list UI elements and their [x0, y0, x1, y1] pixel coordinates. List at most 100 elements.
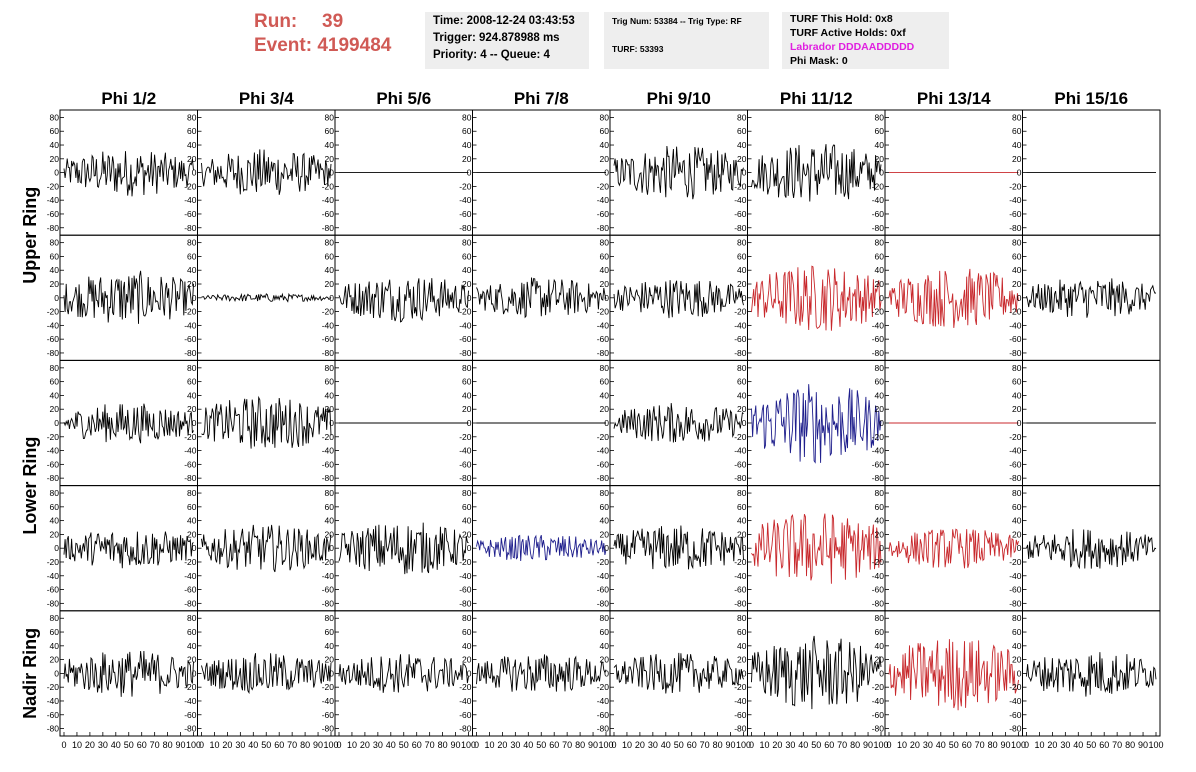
x-tick-label-c6-10: 100 — [873, 740, 888, 750]
y-tick-label-r4c8-5: -20 — [1009, 557, 1022, 567]
y-tick-label-r1c3-2: 40 — [325, 140, 335, 150]
y-tick-label-r3c5-4: 0 — [604, 418, 609, 428]
x-tick-label-c2-6: 60 — [274, 740, 284, 750]
y-tick-label-r2c6-5: -20 — [734, 307, 747, 317]
y-tick-label-r4c8-3: 20 — [1012, 529, 1022, 539]
y-tick-label-r3c7-2: 40 — [875, 390, 885, 400]
x-tick-label-c3-5: 50 — [399, 740, 409, 750]
y-tick-label-r5c1-5: -20 — [47, 682, 60, 692]
y-tick-label-r2c3-1: 60 — [325, 251, 335, 261]
y-tick-label-r1c4-3: 20 — [462, 154, 472, 164]
x-tick-label-c1-6: 60 — [137, 740, 147, 750]
y-tick-label-r3c2-2: 40 — [187, 390, 197, 400]
waveform-r3c5 — [613, 403, 744, 443]
y-tick-label-r3c1-0: 80 — [50, 363, 60, 373]
y-tick-label-r2c8-0: 80 — [1012, 238, 1022, 248]
waveform-r2c5 — [613, 280, 744, 319]
y-tick-label-r5c5-1: 60 — [600, 627, 610, 637]
ring-label-3: Nadir Ring — [20, 628, 40, 719]
y-tick-label-r4c1-5: -20 — [47, 557, 60, 567]
y-tick-label-r1c2-2: 40 — [187, 140, 197, 150]
y-tick-label-r3c8-0: 80 — [1012, 363, 1022, 373]
y-tick-label-r3c8-1: 60 — [1012, 377, 1022, 387]
y-tick-label-r3c7-5: -20 — [872, 432, 885, 442]
y-tick-label-r3c4-3: 20 — [462, 404, 472, 414]
y-tick-label-r3c4-0: 80 — [462, 363, 472, 373]
y-tick-label-r1c1-1: 60 — [50, 126, 60, 136]
x-tick-label-c4-8: 80 — [575, 740, 585, 750]
y-tick-label-r5c8-3: 20 — [1012, 655, 1022, 665]
waveform-r1c5 — [613, 145, 744, 200]
waveform-r4c2 — [201, 524, 332, 573]
y-tick-label-r5c8-6: -40 — [1009, 696, 1022, 706]
x-tick-label-c3-6: 60 — [412, 740, 422, 750]
y-tick-label-r3c8-6: -40 — [1009, 446, 1022, 456]
y-tick-label-r1c7-7: -60 — [872, 209, 885, 219]
y-tick-label-r4c1-2: 40 — [50, 516, 60, 526]
waveform-r1c6 — [751, 144, 882, 202]
y-tick-label-r4c8-7: -60 — [1009, 585, 1022, 595]
trigger-text: Trigger: 924.878988 ms — [433, 32, 560, 44]
waveform-r1c1 — [63, 151, 194, 197]
y-tick-label-r2c2-2: 40 — [187, 265, 197, 275]
y-tick-label-r2c1-2: 40 — [50, 265, 60, 275]
y-tick-label-r4c2-6: -40 — [184, 571, 197, 581]
waveform-r2c3 — [338, 278, 469, 323]
y-tick-label-r4c5-5: -20 — [597, 557, 610, 567]
y-tick-label-r1c6-2: 40 — [737, 140, 747, 150]
x-tick-label-c7-0: 0 — [886, 740, 891, 750]
y-tick-label-r1c4-7: -60 — [459, 209, 472, 219]
y-tick-label-r1c1-6: -40 — [47, 195, 60, 205]
y-tick-label-r5c1-2: 40 — [50, 641, 60, 651]
y-tick-label-r2c4-4: 0 — [467, 293, 472, 303]
panel-frame-r1c6 — [747, 109, 886, 236]
y-tick-label-r4c8-1: 60 — [1012, 502, 1022, 512]
ring-label-1: Upper Ring — [20, 187, 40, 284]
y-tick-label-r2c7-7: -60 — [872, 334, 885, 344]
waveform-r2c4 — [476, 277, 607, 319]
panel-frame-r4c8 — [1022, 485, 1161, 612]
y-tick-label-r5c2-5: -20 — [184, 682, 197, 692]
y-tick-label-r2c4-1: 60 — [462, 251, 472, 261]
y-tick-label-r2c1-5: -20 — [47, 307, 60, 317]
y-tick-label-r4c3-2: 40 — [325, 516, 335, 526]
y-tick-label-r5c4-4: 0 — [467, 668, 472, 678]
x-tick-label-c3-10: 100 — [461, 740, 476, 750]
y-tick-label-r5c3-3: 20 — [325, 655, 335, 665]
x-tick-label-c7-9: 90 — [1001, 740, 1011, 750]
y-tick-label-r2c1-3: 20 — [50, 279, 60, 289]
y-tick-label-r2c5-1: 60 — [600, 251, 610, 261]
y-tick-label-r2c5-3: 20 — [600, 279, 610, 289]
run-value: 39 — [322, 11, 344, 32]
y-tick-label-r1c1-3: 20 — [50, 154, 60, 164]
y-tick-label-r4c7-4: 0 — [879, 543, 884, 553]
y-tick-label-r2c4-5: -20 — [459, 307, 472, 317]
y-tick-label-r3c1-7: -60 — [47, 459, 60, 469]
run-label: Run: — [254, 11, 298, 32]
y-tick-label-r1c6-1: 60 — [737, 126, 747, 136]
y-tick-label-r4c6-2: 40 — [737, 516, 747, 526]
y-tick-label-r2c4-7: -60 — [459, 334, 472, 344]
y-tick-label-r5c6-3: 20 — [737, 655, 747, 665]
y-tick-label-r2c4-0: 80 — [462, 238, 472, 248]
y-tick-label-r4c1-0: 80 — [50, 488, 60, 498]
y-tick-label-r5c8-4: 0 — [1017, 668, 1022, 678]
y-tick-label-r5c4-5: -20 — [459, 682, 472, 692]
x-tick-label-c2-1: 10 — [209, 740, 219, 750]
y-tick-label-r4c2-4: 0 — [192, 543, 197, 553]
turf-active-text: TURF Active Holds: 0xf — [790, 27, 906, 39]
x-tick-label-c3-2: 20 — [360, 740, 370, 750]
y-tick-label-r5c2-2: 40 — [187, 641, 197, 651]
y-tick-label-r4c4-4: 0 — [467, 543, 472, 553]
y-tick-label-r3c5-8: -80 — [597, 473, 610, 483]
waveform-r4c8 — [1026, 529, 1157, 570]
y-tick-label-r3c4-2: 40 — [462, 390, 472, 400]
y-tick-label-r4c4-0: 80 — [462, 488, 472, 498]
x-tick-label-c7-6: 60 — [962, 740, 972, 750]
waveform-r4c4 — [476, 534, 607, 562]
y-tick-label-r2c6-2: 40 — [737, 265, 747, 275]
y-tick-label-r4c2-0: 80 — [187, 488, 197, 498]
y-tick-label-r1c4-4: 0 — [467, 168, 472, 178]
x-tick-label-c3-1: 10 — [347, 740, 357, 750]
